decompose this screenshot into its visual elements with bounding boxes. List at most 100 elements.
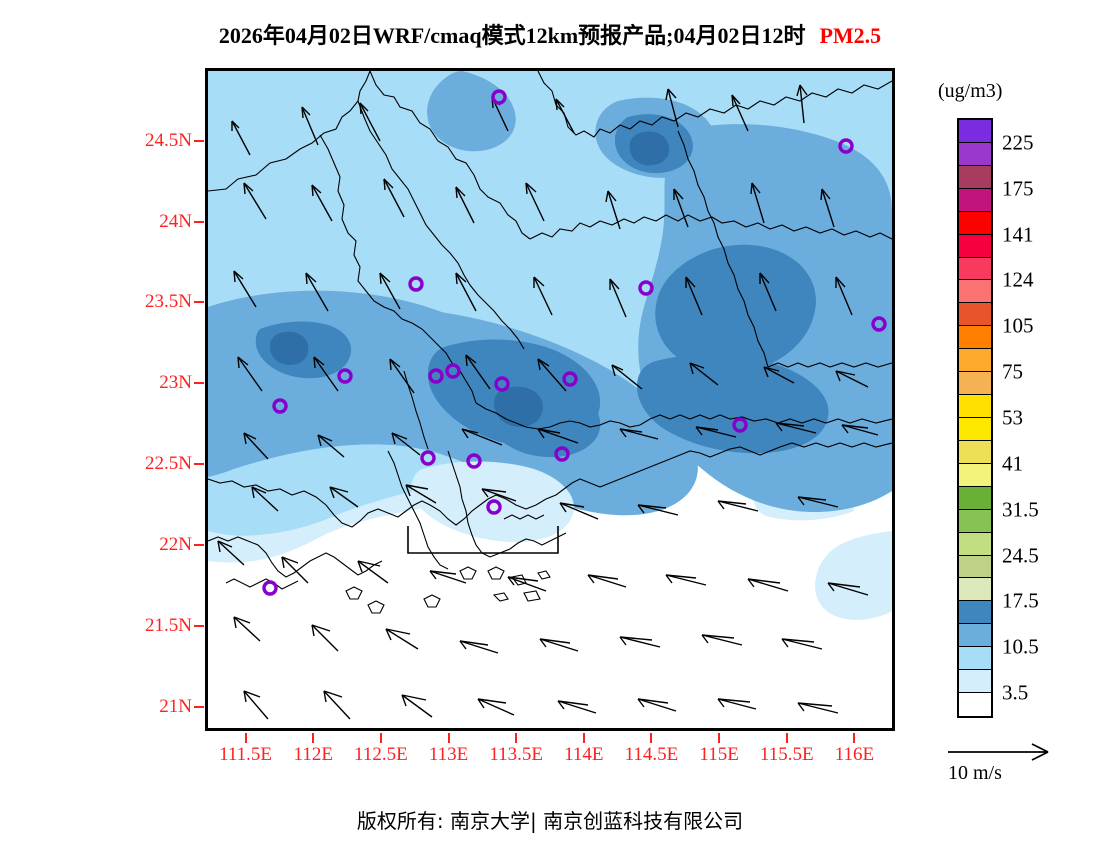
colorbar-band	[959, 165, 991, 189]
colorbar-band	[959, 349, 991, 373]
y-axis-tick-mark	[194, 220, 204, 223]
colorbar-band	[959, 532, 991, 556]
colorbar-band	[959, 326, 991, 350]
title-main-text: 2026年04月02日WRF/cmaq模式12km预报产品;04月02日12时	[218, 23, 806, 48]
x-axis-tick-label: 116E	[834, 744, 875, 765]
colorbar-band	[959, 440, 991, 464]
station-marker	[428, 368, 444, 384]
contour-band-14-deepspot-ne	[629, 131, 670, 166]
y-axis-tick-mark	[194, 544, 204, 547]
station-marker	[337, 368, 353, 384]
x-axis-tick-label: 115.5E	[759, 744, 814, 765]
colorbar-band	[959, 257, 991, 281]
x-axis-tick-label: 111.5E	[219, 744, 273, 765]
colorbar-tick-label: 3.5	[1002, 680, 1029, 705]
colorbar-band	[959, 670, 991, 694]
station-marker	[838, 138, 854, 154]
wind-scale-arrow-icon	[948, 743, 1049, 761]
station-marker	[486, 499, 502, 515]
colorbar-band	[959, 486, 991, 510]
x-axis-tick-label: 113E	[428, 744, 469, 765]
colorbar: (ug/m3) 225 175 141 124 105 75 53 41 31.5 24.5 17.…	[930, 80, 1100, 740]
colorbar-band	[959, 463, 991, 487]
title-species-text: PM2.5	[819, 23, 882, 48]
wind-vector-field	[217, 84, 879, 720]
station-marker	[638, 280, 654, 296]
colorbar-band	[959, 601, 991, 625]
station-marker	[466, 453, 482, 469]
colorbar-band	[959, 280, 991, 304]
y-axis-tick-mark	[194, 301, 204, 304]
colorbar-tick-label: 124	[1002, 267, 1034, 292]
colorbar-band	[959, 188, 991, 212]
colorbar-band	[959, 372, 991, 396]
y-axis-tick-label: 21.5N	[145, 614, 192, 636]
y-axis-tick-label: 22N	[159, 534, 192, 556]
colorbar-band	[959, 142, 991, 166]
contour-band-14-deepspot-w	[270, 331, 309, 365]
colorbar-tick-label: 41	[1002, 451, 1023, 476]
colorbar-band	[959, 395, 991, 418]
colorbar-units-label: (ug/m3)	[938, 80, 1003, 102]
colorbar-band	[959, 578, 991, 602]
colorbar-tick-label: 175	[1002, 176, 1034, 201]
map-plot-area[interactable]	[205, 68, 895, 731]
administrative-boundaries	[208, 71, 892, 614]
contour-patch-offshore	[814, 531, 892, 620]
x-axis-tick-mark	[515, 733, 518, 743]
station-marker	[272, 398, 288, 414]
colorbar-tick-label: 105	[1002, 313, 1034, 338]
y-axis-tick-label: 24.5N	[145, 129, 192, 151]
wind-scale-key: 10 m/s	[940, 740, 1090, 790]
colorbar-tick-label: 17.5	[1002, 588, 1039, 613]
station-marker	[494, 376, 510, 392]
y-axis-tick-label: 23N	[159, 372, 192, 394]
x-axis-tick-label: 112.5E	[354, 744, 408, 765]
x-axis-tick-label: 115E	[699, 744, 739, 765]
station-marker	[732, 417, 748, 433]
colorbar-tick-label: 75	[1002, 359, 1023, 384]
station-marker	[871, 316, 887, 332]
colorbar-band	[959, 211, 991, 235]
y-axis-tick-label: 23.5N	[145, 291, 192, 313]
colorbar-tick-label: 225	[1002, 130, 1034, 155]
map-canvas	[208, 71, 892, 728]
colorbar-band	[959, 234, 991, 258]
y-axis-tick-mark	[194, 463, 204, 466]
x-axis-tick-mark	[853, 733, 856, 743]
y-axis-tick-label: 24N	[159, 210, 192, 232]
wind-scale-label: 10 m/s	[948, 762, 1002, 784]
x-axis-tick-mark	[447, 733, 450, 743]
x-axis-tick-label: 112E	[293, 744, 333, 765]
x-axis-tick-mark	[718, 733, 721, 743]
colorbar-band	[959, 120, 991, 143]
colorbar-tick-label: 31.5	[1002, 497, 1039, 522]
colorbar-band	[959, 647, 991, 671]
contour-band-14-deepspot-prd	[494, 386, 543, 427]
x-axis-tick-mark	[244, 733, 247, 743]
station-marker	[491, 89, 507, 105]
colorbar-band	[959, 303, 991, 327]
x-axis-tick-mark	[379, 733, 382, 743]
page-title: 2026年04月02日WRF/cmaq模式12km预报产品;04月02日12时 P…	[0, 18, 1100, 50]
x-axis-tick-label: 114E	[564, 744, 604, 765]
station-marker	[445, 363, 461, 379]
x-axis-tick-mark	[650, 733, 653, 743]
x-axis-tick-mark	[785, 733, 788, 743]
y-axis-tick-mark	[194, 382, 204, 385]
colorbar-band	[959, 509, 991, 533]
observation-stations	[262, 89, 887, 596]
x-axis-tick-label: 113.5E	[489, 744, 543, 765]
station-marker	[262, 580, 278, 596]
station-marker	[420, 450, 436, 466]
colorbar-tick-label: 10.5	[1002, 634, 1039, 659]
x-axis-tick-mark	[582, 733, 585, 743]
y-axis-tick-label: 21N	[159, 695, 192, 717]
contour-band-10p5-north	[427, 71, 516, 152]
y-axis-tick-mark	[194, 139, 204, 142]
colorbar-bands	[957, 118, 993, 718]
y-axis-tick-label: 22.5N	[145, 453, 192, 475]
y-axis-tick-mark	[194, 705, 204, 708]
x-axis-tick-mark	[312, 733, 315, 743]
